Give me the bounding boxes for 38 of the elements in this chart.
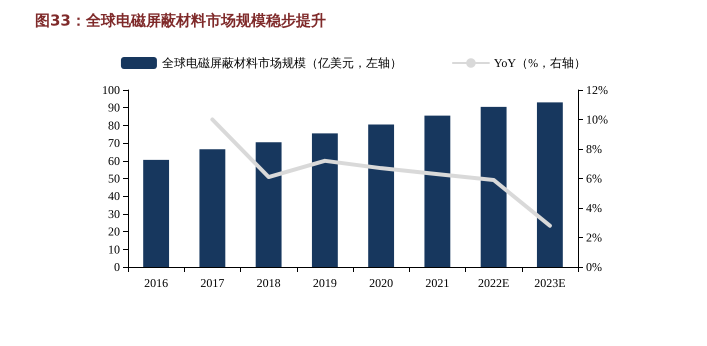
y2-tick-label: 4%: [586, 201, 602, 215]
bar: [256, 142, 282, 267]
x-tick-label: 2023E: [534, 276, 566, 290]
y-tick-label: 70: [108, 136, 120, 150]
y-tick-label: 80: [108, 118, 120, 132]
legend-label: 全球电磁屏蔽材料市场规模（亿美元，左轴）: [162, 56, 402, 70]
bar: [143, 160, 170, 267]
y2-tick-label: 10%: [586, 112, 608, 126]
legend-label: YoY（%，右轴）: [494, 56, 586, 70]
y2-tick-label: 12%: [586, 83, 608, 97]
x-tick-label: 2020: [369, 276, 394, 290]
y-tick-label: 10: [108, 242, 120, 256]
x-tick-label: 2017: [200, 276, 224, 290]
x-tick-label: 2019: [312, 276, 337, 290]
y-tick-label: 60: [108, 154, 120, 168]
x-tick-label: 2018: [256, 276, 281, 290]
bar: [368, 124, 394, 267]
y-tick-label: 100: [102, 83, 120, 97]
bar: [480, 106, 507, 267]
y-tick-label: 20: [108, 224, 120, 239]
y2-tick-label: 2%: [586, 230, 602, 244]
y2-tick-label: 8%: [586, 142, 602, 156]
y-tick-label: 50: [108, 172, 120, 186]
x-tick-label: 2021: [425, 276, 450, 290]
bar: [536, 102, 563, 267]
x-tick-label: 2022E: [478, 276, 510, 290]
y-tick-label: 40: [108, 189, 120, 204]
y-tick-label: 30: [108, 206, 120, 221]
bar: [312, 133, 338, 267]
y-tick-label: 0: [114, 260, 120, 274]
line-series: [210, 118, 552, 228]
x-tick-label: 2016: [144, 276, 168, 290]
y-tick-label: 90: [108, 100, 120, 115]
bar: [424, 116, 450, 267]
y2-tick-label: 0%: [586, 260, 602, 274]
chart-title: 图33：全球电磁屏蔽材料市场规模稳步提升: [35, 12, 326, 30]
bar: [199, 149, 226, 267]
y2-tick-label: 6%: [586, 172, 602, 186]
